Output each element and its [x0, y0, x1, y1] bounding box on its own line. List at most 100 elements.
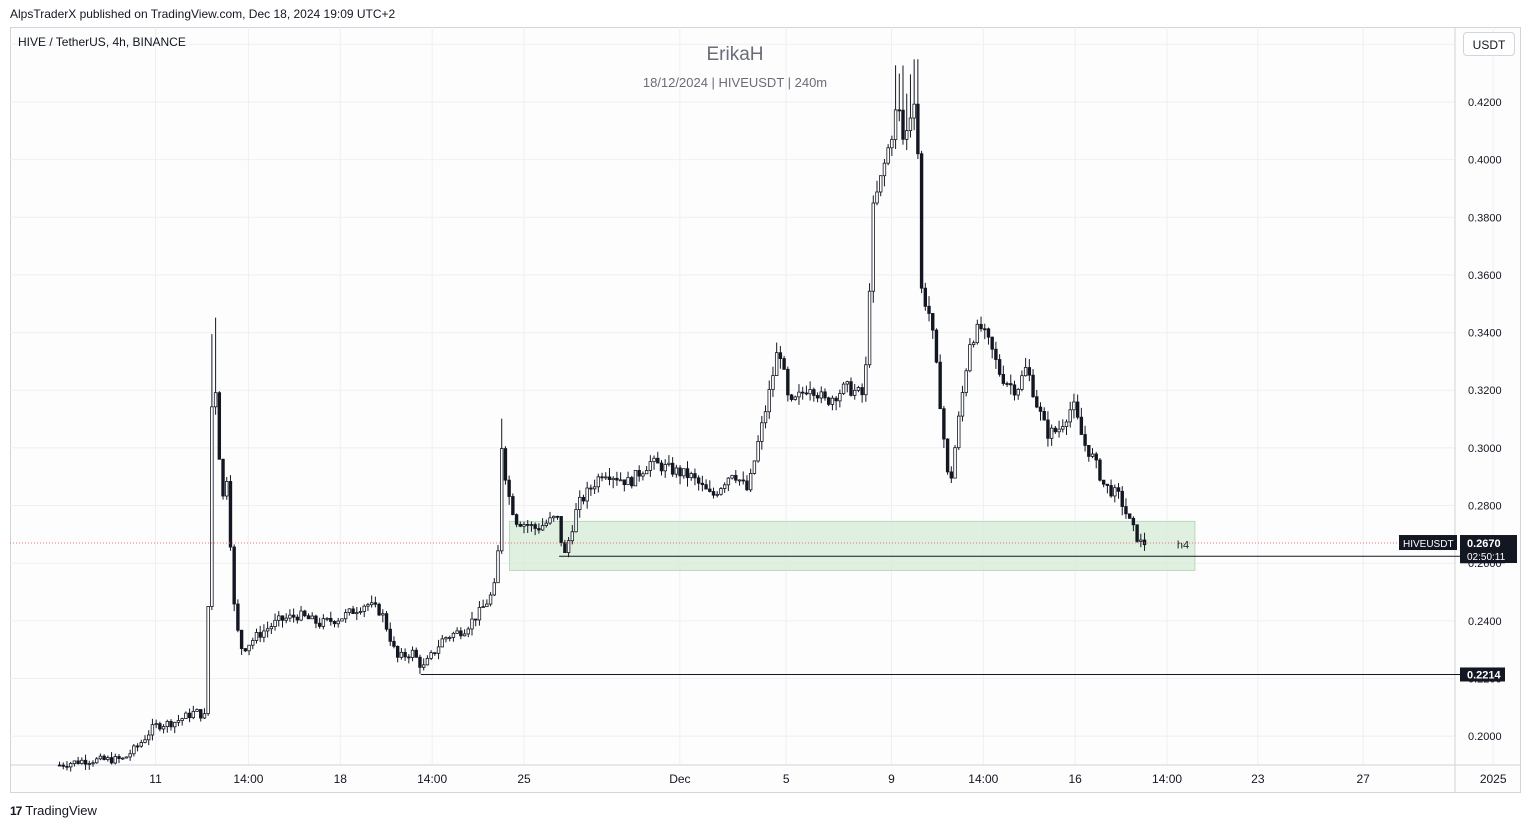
tradingview-logo-icon: 17: [10, 803, 22, 818]
candle-body: [819, 391, 823, 399]
watermark-title: ErikaH: [706, 44, 764, 65]
candle-body: [611, 477, 615, 481]
candle-body: [860, 387, 864, 396]
candle-body: [693, 473, 697, 479]
candle-body: [722, 484, 727, 489]
candle-body: [856, 387, 861, 391]
countdown-label: 02:50:11: [1467, 552, 1506, 563]
candle-body: [953, 447, 957, 479]
candle-body: [756, 440, 760, 462]
time-tick-label: 14:00: [968, 772, 998, 786]
candle-body: [217, 392, 222, 460]
candle-body: [1009, 383, 1013, 386]
candle-body: [652, 457, 656, 463]
candle-body: [622, 479, 627, 486]
candle-body: [960, 392, 965, 417]
candle-body: [384, 613, 389, 630]
candle-body: [347, 608, 352, 613]
candle-body: [957, 415, 961, 449]
candle-body: [421, 664, 426, 668]
candle-body: [804, 392, 809, 395]
candle-body: [537, 528, 541, 531]
time-axis: 11 14:00 18 14:00 25 Dec 5 9 14:00 16 14:00 23 27 202…: [149, 772, 1507, 786]
candle-body: [566, 540, 571, 553]
candle-body: [800, 391, 805, 394]
candle-body: [853, 389, 857, 396]
candle-body: [1127, 513, 1132, 519]
candle-body: [202, 713, 207, 719]
candle-body: [243, 648, 248, 652]
candle-body: [923, 287, 928, 307]
candle-body: [407, 656, 411, 659]
candle-body: [269, 626, 274, 630]
candle-body: [210, 406, 214, 607]
candle-body: [715, 493, 719, 496]
candle-body: [726, 477, 731, 486]
candle-body: [845, 381, 849, 385]
candle-body: [206, 606, 210, 715]
candle-body: [964, 370, 968, 393]
candle-body: [474, 618, 478, 621]
candle-body: [262, 630, 266, 638]
candle-body: [102, 755, 106, 760]
candle-body: [321, 618, 326, 627]
candle-body: [150, 724, 155, 736]
candle-body: [1083, 434, 1087, 446]
candle-body: [1075, 401, 1080, 418]
candle-body: [778, 352, 783, 359]
candle-body: [291, 614, 296, 618]
candle-body: [306, 615, 311, 620]
candle-body: [68, 763, 73, 768]
candle-body: [418, 656, 422, 668]
candle-body: [849, 381, 853, 396]
candle-body: [734, 474, 738, 481]
candle-body: [121, 757, 125, 760]
currency-button[interactable]: USDT: [1463, 32, 1515, 56]
candle-body: [1057, 428, 1061, 433]
candle-body: [674, 467, 679, 475]
candle-body: [1113, 487, 1117, 497]
candle-body: [351, 608, 355, 615]
candle-body: [388, 628, 392, 642]
candle-body: [98, 755, 103, 760]
candle-body: [440, 638, 444, 648]
price-tick-label: 0.3800: [1468, 212, 1502, 224]
candle-body: [1016, 389, 1020, 396]
candle-body: [295, 616, 300, 621]
candle-body: [425, 657, 430, 666]
candle-body: [481, 606, 485, 608]
candle-body: [633, 470, 638, 487]
candle-body: [830, 397, 835, 405]
candle-body: [258, 632, 262, 638]
candle-body: [994, 348, 998, 360]
candle-body: [61, 764, 65, 767]
candle-body: [317, 622, 322, 627]
candle-body: [797, 391, 801, 398]
candle-body: [592, 486, 597, 490]
candle-body: [80, 759, 84, 764]
candle-body: [607, 476, 612, 481]
candle-body: [280, 615, 285, 621]
candle-body: [1090, 453, 1095, 457]
candle-body: [1027, 367, 1032, 376]
candle-body: [533, 524, 537, 529]
candle-body: [399, 651, 404, 658]
candle-body: [544, 522, 549, 526]
candle-body: [1038, 406, 1043, 412]
candle-body: [763, 411, 768, 424]
candle-body: [934, 329, 939, 363]
candle-body: [95, 758, 99, 764]
candle-body: [72, 760, 77, 764]
candle-body: [700, 482, 705, 486]
candle-body: [147, 734, 151, 741]
symbol-tag: [1399, 535, 1457, 551]
candle-body: [901, 109, 905, 140]
candle-body: [741, 479, 745, 482]
candle-body: [730, 474, 734, 479]
time-tick-label: 9: [888, 772, 895, 786]
candle-body: [332, 621, 337, 625]
candle-body: [329, 617, 333, 622]
time-tick-label: Dec: [669, 772, 690, 786]
time-tick-label: 14:00: [417, 772, 447, 786]
